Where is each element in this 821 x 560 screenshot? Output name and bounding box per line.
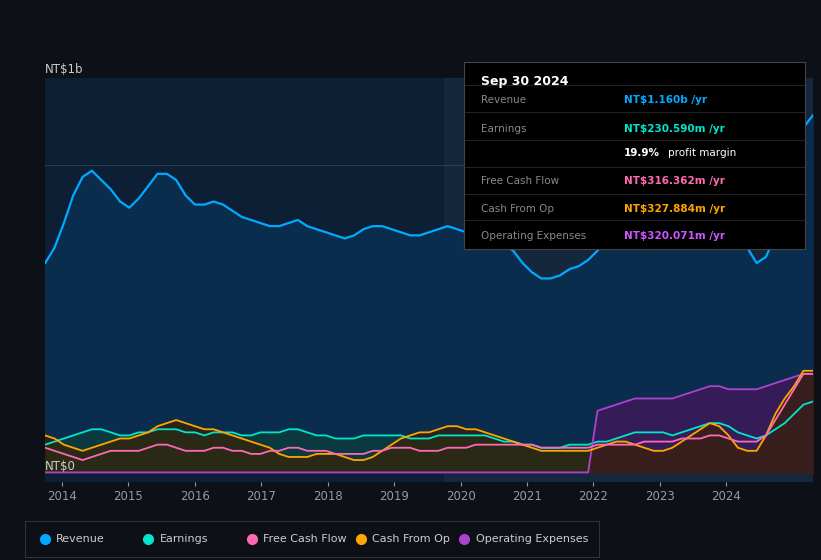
Text: profit margin: profit margin [668, 148, 736, 158]
Text: Earnings: Earnings [481, 124, 526, 133]
Text: NT$320.071m /yr: NT$320.071m /yr [624, 231, 725, 241]
Text: Sep 30 2024: Sep 30 2024 [481, 74, 568, 88]
Text: NT$230.590m /yr: NT$230.590m /yr [624, 124, 725, 133]
Text: Earnings: Earnings [159, 534, 209, 544]
Text: NT$1b: NT$1b [45, 63, 84, 76]
Text: Revenue: Revenue [56, 534, 105, 544]
Text: NT$1.160b /yr: NT$1.160b /yr [624, 95, 707, 105]
Text: NT$316.362m /yr: NT$316.362m /yr [624, 176, 725, 186]
Text: NT$327.884m /yr: NT$327.884m /yr [624, 204, 725, 214]
Text: Revenue: Revenue [481, 95, 526, 105]
Bar [444, 78, 813, 482]
Text: Operating Expenses: Operating Expenses [476, 534, 588, 544]
Text: Operating Expenses: Operating Expenses [481, 231, 586, 241]
Text: Free Cash Flow: Free Cash Flow [263, 534, 346, 544]
Text: 19.9%: 19.9% [624, 148, 660, 158]
Text: Cash From Op: Cash From Op [373, 534, 450, 544]
Text: NT$0: NT$0 [45, 460, 76, 473]
Text: Cash From Op: Cash From Op [481, 204, 554, 214]
Text: Free Cash Flow: Free Cash Flow [481, 176, 559, 186]
